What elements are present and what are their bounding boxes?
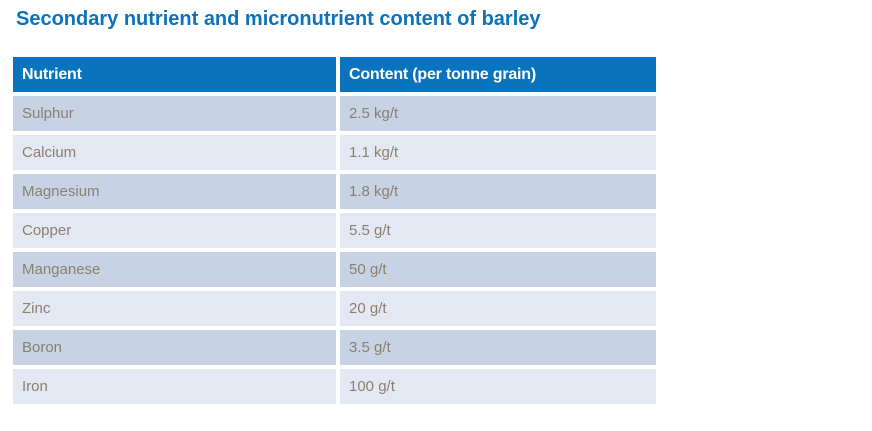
table-row: Magnesium 1.8 kg/t <box>13 174 656 209</box>
nutrient-cell: Sulphur <box>13 96 340 131</box>
nutrient-cell: Iron <box>13 369 340 404</box>
table-body: Sulphur 2.5 kg/t Calcium 1.1 kg/t Magnesium 1… <box>13 96 656 404</box>
table-row: Manganese 50 g/t <box>13 252 656 287</box>
content-cell: 20 g/t <box>340 291 656 326</box>
column-header-content: Content (per tonne grain) <box>340 57 656 92</box>
table-row: Boron 3.5 g/t <box>13 330 656 365</box>
content-cell: 3.5 g/t <box>340 330 656 365</box>
table-row: Zinc 20 g/t <box>13 291 656 326</box>
table-row: Copper 5.5 g/t <box>13 213 656 248</box>
nutrient-table-container: Nutrient Content (per tonne grain) Sulph… <box>13 53 656 408</box>
content-cell: 50 g/t <box>340 252 656 287</box>
table-header-row: Nutrient Content (per tonne grain) <box>13 57 656 92</box>
nutrient-cell: Manganese <box>13 252 340 287</box>
nutrient-cell: Copper <box>13 213 340 248</box>
nutrient-cell: Zinc <box>13 291 340 326</box>
nutrient-cell: Boron <box>13 330 340 365</box>
content-cell: 5.5 g/t <box>340 213 656 248</box>
table-row: Iron 100 g/t <box>13 369 656 404</box>
content-cell: 1.8 kg/t <box>340 174 656 209</box>
table-row: Calcium 1.1 kg/t <box>13 135 656 170</box>
nutrient-cell: Magnesium <box>13 174 340 209</box>
content-cell: 2.5 kg/t <box>340 96 656 131</box>
table-row: Sulphur 2.5 kg/t <box>13 96 656 131</box>
content-cell: 100 g/t <box>340 369 656 404</box>
column-header-nutrient: Nutrient <box>13 57 340 92</box>
content-cell: 1.1 kg/t <box>340 135 656 170</box>
nutrient-cell: Calcium <box>13 135 340 170</box>
nutrient-table: Nutrient Content (per tonne grain) Sulph… <box>13 53 656 408</box>
page-title: Secondary nutrient and micronutrient con… <box>16 8 541 30</box>
